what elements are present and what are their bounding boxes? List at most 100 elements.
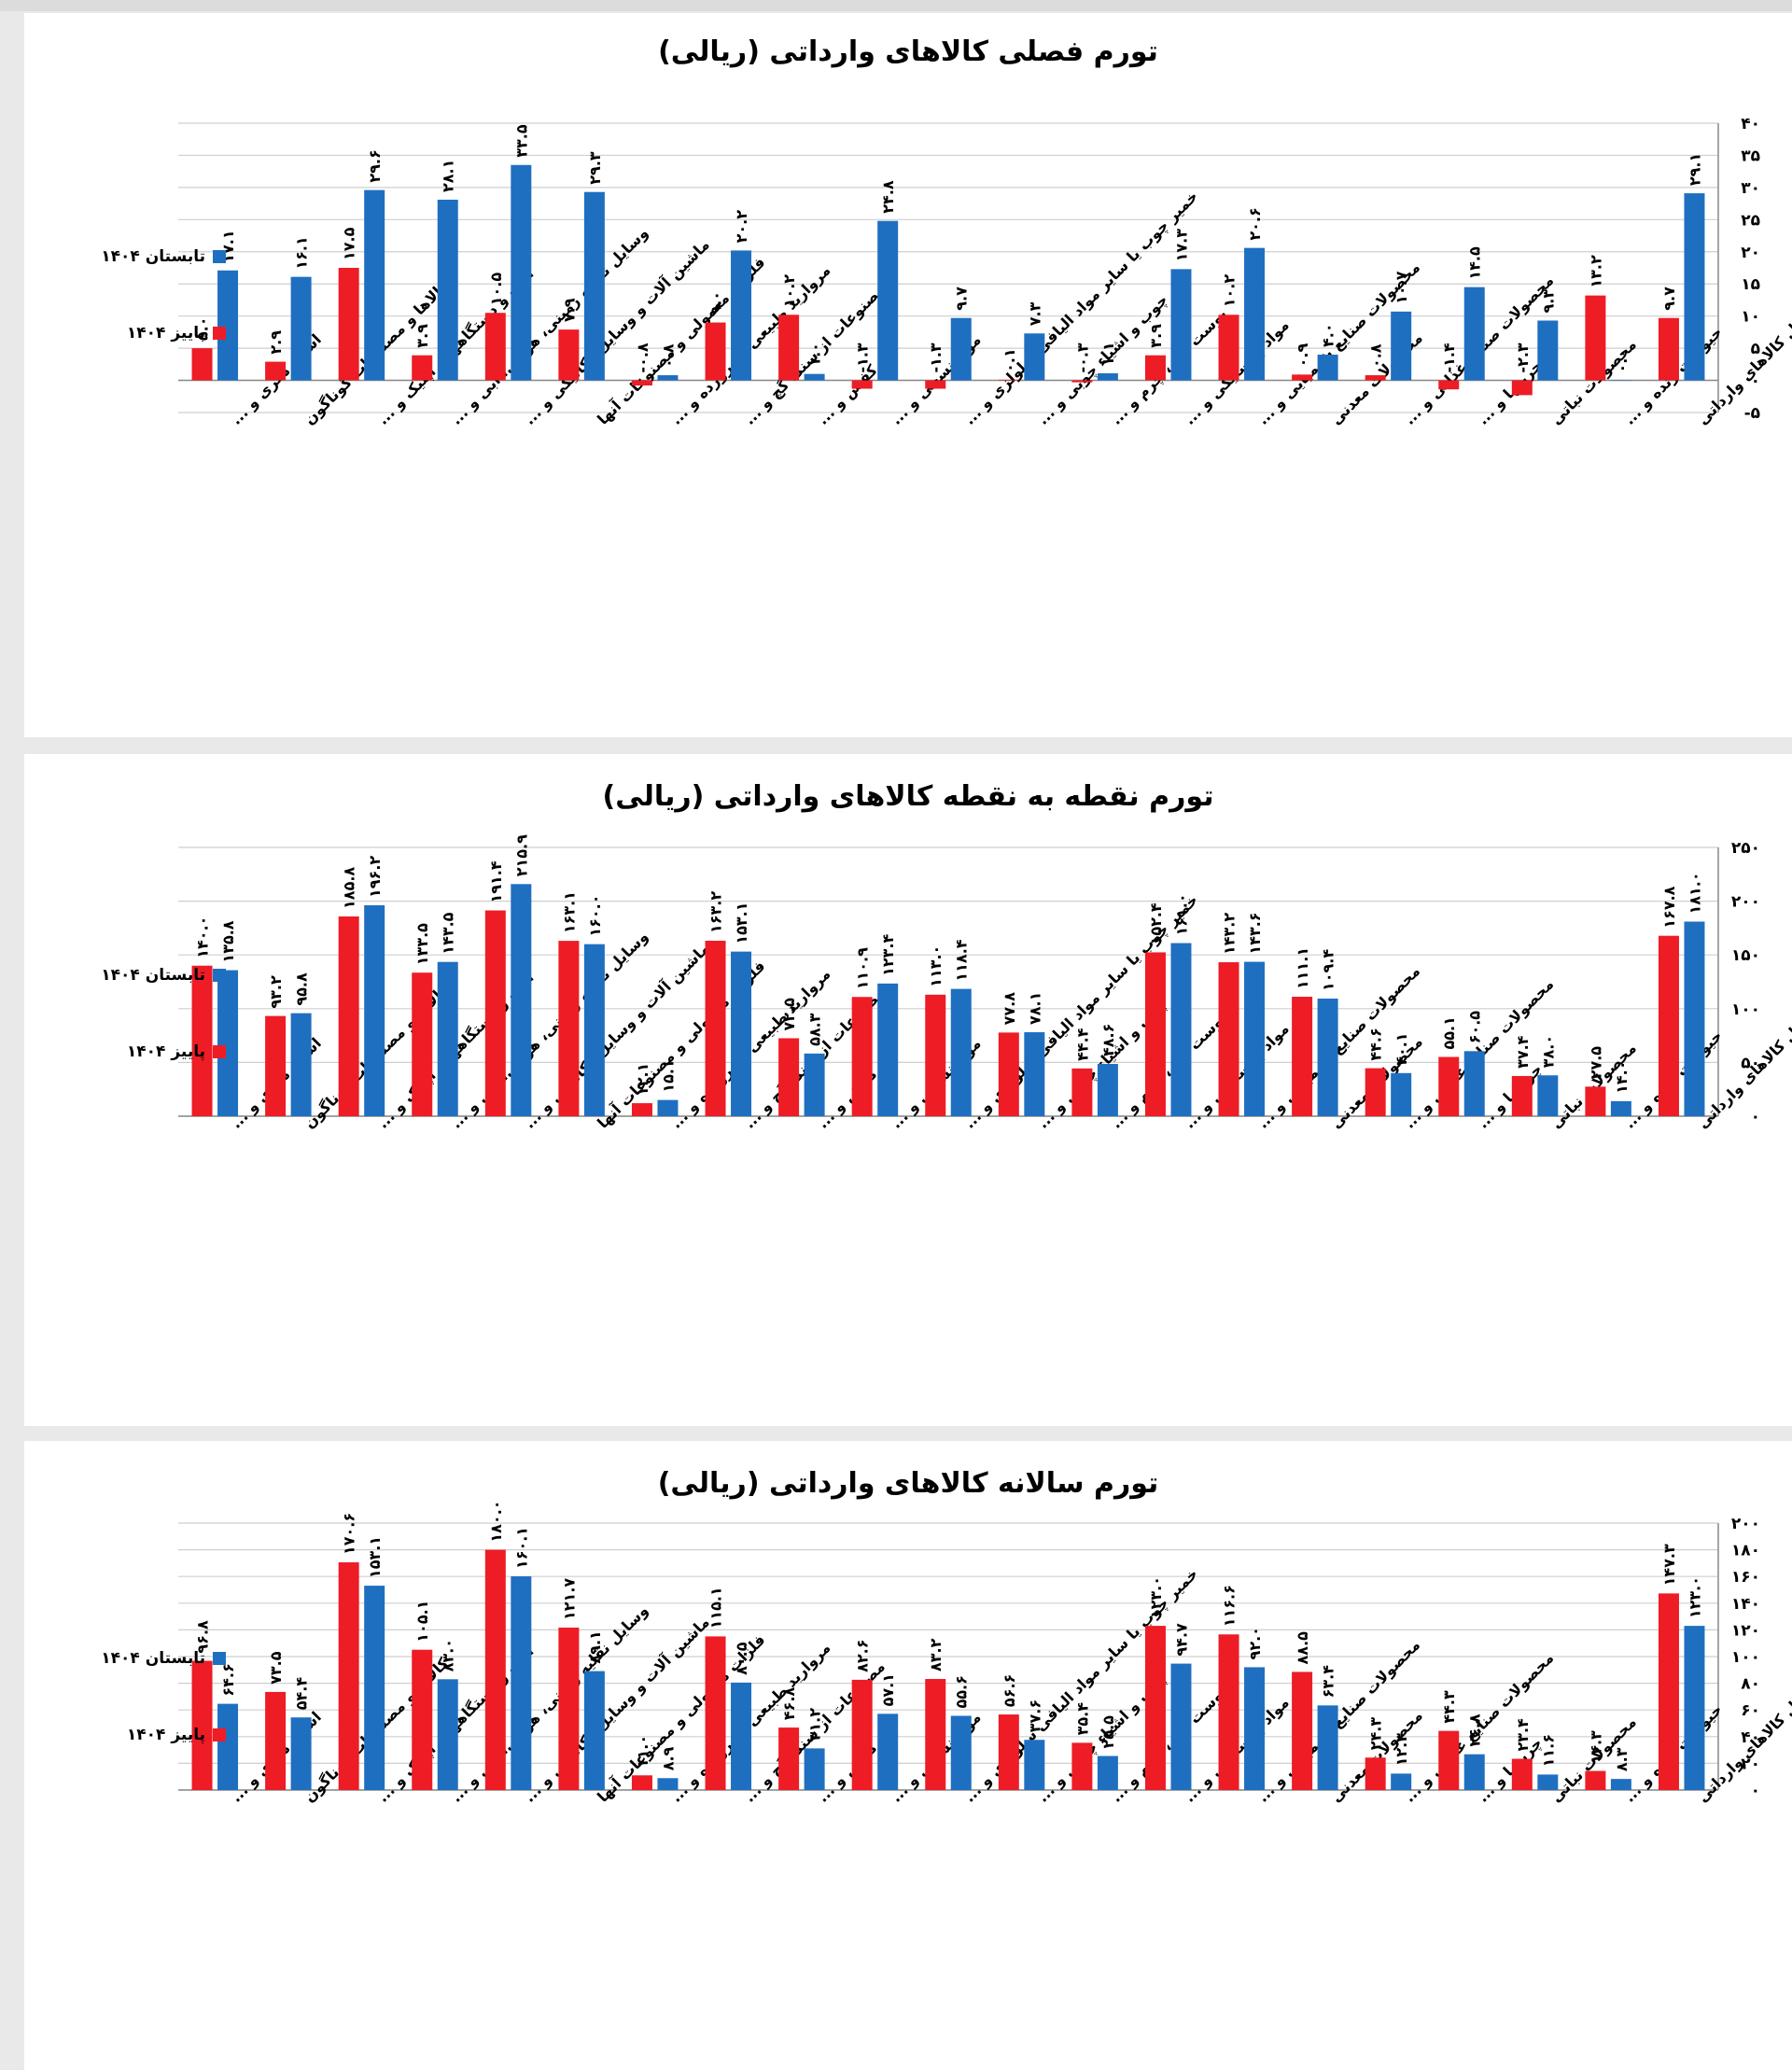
point-to-point-inflation-panel: تورم نقطه به نقطه کالاهای وارداتی (ریالی… xyxy=(24,754,1792,1426)
data-label-summer: ۲۵.۵ xyxy=(1099,1715,1117,1749)
data-label-autumn: ۱۱.۰ xyxy=(634,1735,651,1768)
bar-summer xyxy=(1170,269,1192,381)
bar-autumn xyxy=(1292,997,1313,1116)
bar-autumn xyxy=(631,1103,652,1116)
legend-swatch-autumn xyxy=(213,1728,226,1741)
data-label-autumn: ۴۴.۶ xyxy=(1367,1028,1385,1060)
y-tick-label: ۳۵ xyxy=(1741,147,1760,165)
data-label-summer: ۱۱۸.۴ xyxy=(953,939,971,981)
legend-autumn-label: پاییز ۱۴۰۴ xyxy=(126,1726,205,1744)
bar-autumn xyxy=(778,1038,800,1116)
y-tick-label: ۱۴۰ xyxy=(1731,1595,1760,1614)
data-label-autumn: ۱۴۳.۲ xyxy=(1221,913,1239,955)
data-label-summer: ۱۰۹.۴ xyxy=(1320,949,1337,991)
bar-summer xyxy=(583,1671,605,1790)
y-tick-label: -۵ xyxy=(1744,404,1760,423)
bar-summer xyxy=(657,375,679,381)
data-label-autumn: ۴۶.۸ xyxy=(780,1686,798,1720)
bar-autumn xyxy=(1292,1671,1313,1790)
data-label-autumn: ۱۴۷.۳ xyxy=(1660,1544,1678,1586)
y-tick-label: ۰ xyxy=(1751,1108,1760,1126)
bar-summer xyxy=(1244,247,1266,381)
bar-summer xyxy=(657,1099,679,1116)
data-label-autumn: ۹.۷ xyxy=(1660,287,1678,311)
bar-autumn xyxy=(191,1660,213,1790)
bar-autumn xyxy=(338,1562,359,1790)
y-tick-label: ۴۰ xyxy=(1741,1728,1760,1747)
data-label-summer: ۸۰.۵ xyxy=(733,1642,750,1675)
bar-autumn xyxy=(484,910,506,1116)
bar-autumn xyxy=(1071,380,1093,383)
chart-title: تورم سالانه کالاهای وارداتی (ریالی) xyxy=(657,1467,1159,1500)
bar-autumn xyxy=(1071,1742,1093,1790)
y-tick-label: ۳۰ xyxy=(1741,179,1760,198)
y-tick-label: ۱۵۰ xyxy=(1731,946,1760,965)
bar-autumn xyxy=(558,1627,580,1790)
bar-summer xyxy=(1317,1705,1338,1790)
bar-summer xyxy=(950,988,972,1116)
bar-summer xyxy=(437,961,458,1116)
chart-title: تورم فصلی کالاهای وارداتی (ریالی) xyxy=(658,35,1158,68)
y-tick-label: ۲۰ xyxy=(1741,1755,1760,1773)
data-label-summer: ۸.۹ xyxy=(659,1746,677,1770)
data-label-autumn: ۱۵۲.۴ xyxy=(1147,902,1165,944)
bar-summer xyxy=(1097,1755,1118,1790)
bar-autumn xyxy=(1438,380,1460,390)
top-separator xyxy=(0,0,1792,11)
data-label-summer: ۲۰.۲ xyxy=(733,210,750,244)
data-label-autumn: ۷۲.۵ xyxy=(780,998,798,1031)
data-label-autumn: ۳.۹ xyxy=(413,324,431,348)
data-label-summer: ۰.۰ xyxy=(1613,349,1631,373)
data-label-summer: ۸۹.۱ xyxy=(586,1630,604,1663)
bar-autumn xyxy=(558,941,580,1116)
data-label-autumn: ۱۲.۱ xyxy=(634,1063,651,1096)
bar-summer xyxy=(731,951,752,1116)
data-label-autumn: ۱۰.۲ xyxy=(780,274,798,308)
data-label-autumn: ۱۷۰.۶ xyxy=(341,1513,358,1555)
legend-summer: تابستان ۱۴۰۴ xyxy=(101,246,226,267)
bar-autumn xyxy=(1585,1086,1606,1116)
data-label-autumn: ۱۶۳.۲ xyxy=(707,891,725,933)
bar-autumn xyxy=(1144,1626,1166,1790)
data-label-autumn: ۸۲.۶ xyxy=(854,1640,872,1672)
bar-autumn xyxy=(484,1549,506,1790)
data-label-summer: ۵۸.۳ xyxy=(806,1013,824,1046)
bar-autumn xyxy=(631,1775,652,1790)
bar-autumn xyxy=(1585,1770,1606,1790)
bar-autumn xyxy=(191,965,213,1116)
bar-autumn xyxy=(1658,935,1679,1116)
data-label-summer: ۱.۰ xyxy=(806,343,824,367)
data-label-summer: ۴.۰ xyxy=(1320,323,1337,347)
bar-summer xyxy=(1463,1051,1485,1116)
legend-summer: تابستان ۱۴۰۴ xyxy=(101,1648,226,1669)
data-label-autumn: ۵.۰ xyxy=(194,317,212,342)
bar-autumn xyxy=(265,1691,287,1790)
bar-summer xyxy=(1170,1663,1192,1790)
legend-summer: تابستان ۱۴۰۴ xyxy=(101,965,226,986)
data-label-summer: ۲۱۵.۹ xyxy=(512,834,530,876)
data-label-summer: ۳۱.۲ xyxy=(806,1708,824,1741)
data-label-autumn: ۱۱۱.۱ xyxy=(1294,947,1311,989)
bar-summer xyxy=(1463,1754,1485,1790)
bar-autumn xyxy=(851,380,873,389)
bar-autumn xyxy=(851,1679,873,1790)
y-tick-label: ۲۰ xyxy=(1741,244,1760,262)
bar-autumn xyxy=(191,348,213,381)
data-label-autumn: ۰.۱ xyxy=(1001,348,1018,372)
data-label-summer: ۳۷.۶ xyxy=(1026,1699,1043,1732)
bar-autumn xyxy=(265,361,287,381)
data-label-summer: ۱۹۶.۲ xyxy=(366,856,384,898)
legend-autumn-label: پاییز ۱۴۰۴ xyxy=(126,1042,205,1061)
data-label-summer: ۱۸۱.۰ xyxy=(1686,872,1703,914)
y-tick-label: ۵ xyxy=(1751,340,1760,358)
data-label-summer: ۱۶.۱ xyxy=(293,236,311,269)
y-tick-label: ۱۲۰ xyxy=(1731,1621,1760,1640)
annual-inflation-chart: ۰۲۰۴۰۶۰۸۰۱۰۰۱۲۰۱۴۰۱۶۰۱۸۰۲۰۰۹۶.۸۶۴.۶اشیاء… xyxy=(178,1500,1792,1807)
data-label-summer: ۹۵.۸ xyxy=(293,972,311,1006)
bar-autumn xyxy=(998,1714,1019,1790)
bar-summer xyxy=(1317,998,1338,1116)
data-label-summer: ۲۸.۱ xyxy=(440,160,457,192)
bar-summer xyxy=(1391,1072,1412,1116)
bar-summer xyxy=(1610,1779,1631,1790)
data-label-autumn: ۰.۹ xyxy=(1294,343,1311,368)
